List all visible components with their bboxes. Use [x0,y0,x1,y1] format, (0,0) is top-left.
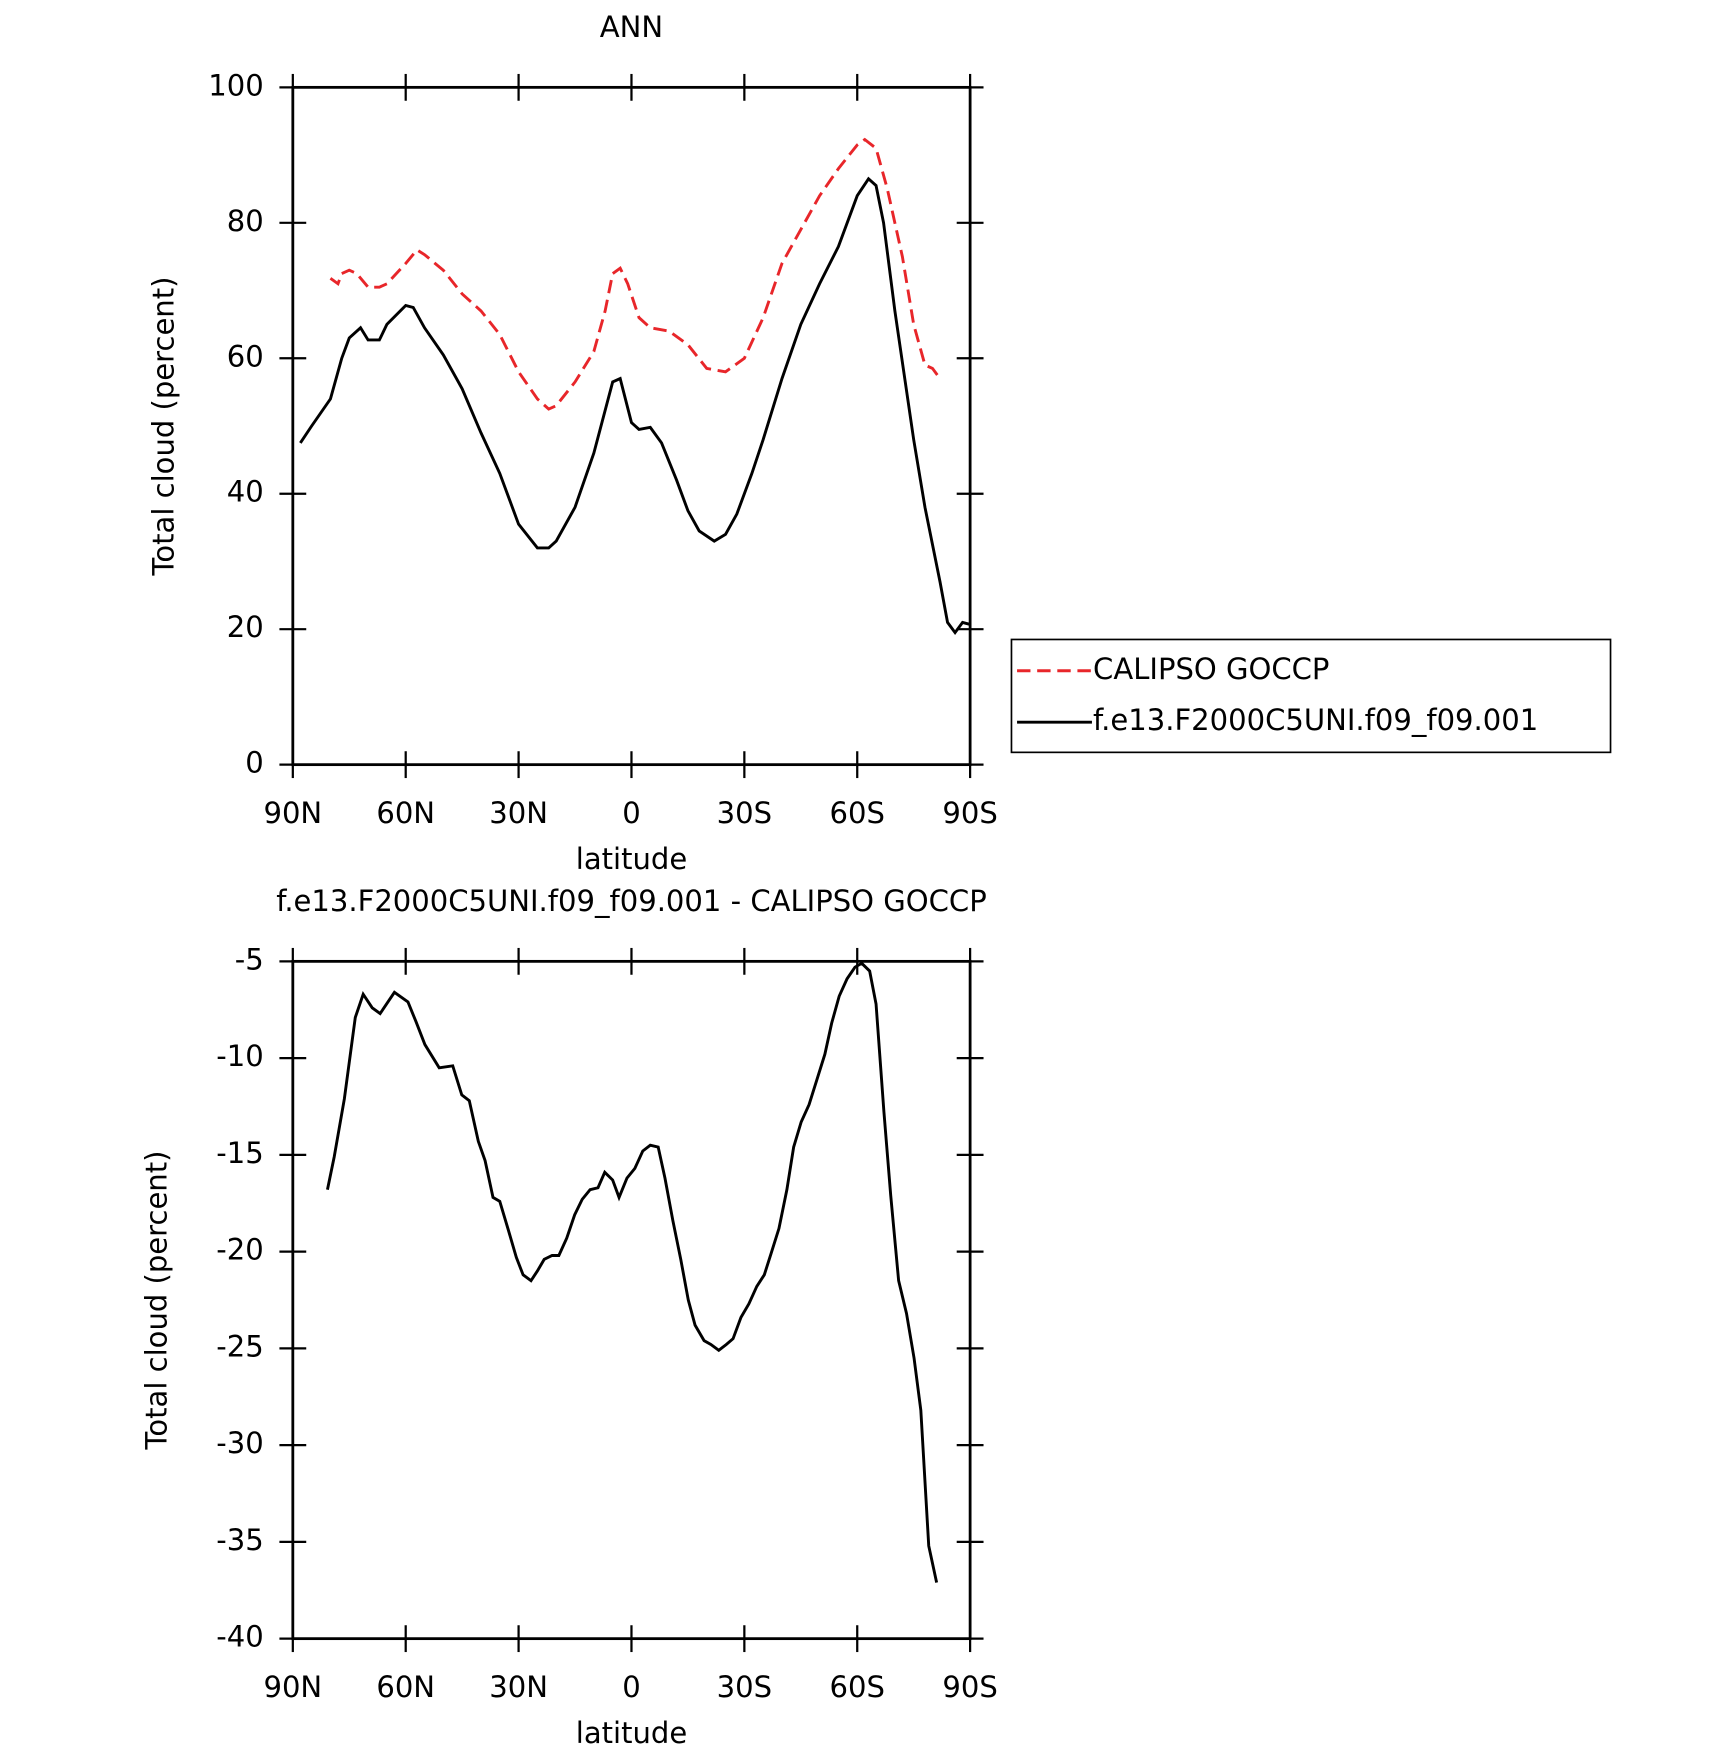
legend-box [1010,638,1612,754]
x-tick-label: 30N [489,796,548,830]
x-tick-label: 90N [263,796,322,830]
y-tick-label: 20 [227,610,264,644]
y-tick-label: -5 [235,942,264,976]
y-axis-label: Total cloud (percent) [146,277,180,577]
plot-frame [291,959,972,1641]
y-tick-label: 0 [245,746,263,780]
x-tick-label: 0 [622,1670,640,1704]
y-tick-label: 100 [208,68,263,102]
x-tick-label: 30S [717,796,772,830]
x-tick-label: 60N [376,1670,435,1704]
data-line [329,137,942,411]
y-tick-label: 80 [227,204,264,238]
chart-title: ANN [600,10,663,44]
y-tick-label: -20 [216,1233,263,1267]
plot-frame [291,85,972,767]
data-line [326,961,939,1583]
y-tick-label: -35 [216,1523,263,1557]
x-tick-label: 90S [942,1670,997,1704]
y-tick-label: 40 [227,475,264,509]
y-tick-label: -10 [216,1039,263,1073]
y-tick-label: -25 [216,1329,263,1363]
y-tick-label: -30 [216,1426,263,1460]
y-axis-label: Total cloud (percent) [140,1151,174,1451]
x-tick-label: 60S [830,796,885,830]
x-tick-label: 0 [622,796,640,830]
x-tick-label: 90N [263,1670,322,1704]
y-tick-label: 60 [227,339,264,373]
data-line [299,176,971,636]
x-tick-label: 30S [717,1670,772,1704]
chart-title: f.e13.F2000C5UNI.f09_f09.001 - CALIPSO G… [276,884,987,918]
x-axis-label: latitude [576,842,687,876]
legend-label: CALIPSO GOCCP [1093,652,1329,686]
x-tick-label: 30N [489,1670,548,1704]
y-tick-label: -40 [216,1620,263,1654]
legend-label: f.e13.F2000C5UNI.f09_f09.001 [1093,703,1538,737]
x-tick-label: 60S [830,1670,885,1704]
y-tick-label: -15 [216,1136,263,1170]
x-axis-label: latitude [576,1716,687,1745]
x-tick-label: 90S [942,796,997,830]
x-tick-label: 60N [376,796,435,830]
